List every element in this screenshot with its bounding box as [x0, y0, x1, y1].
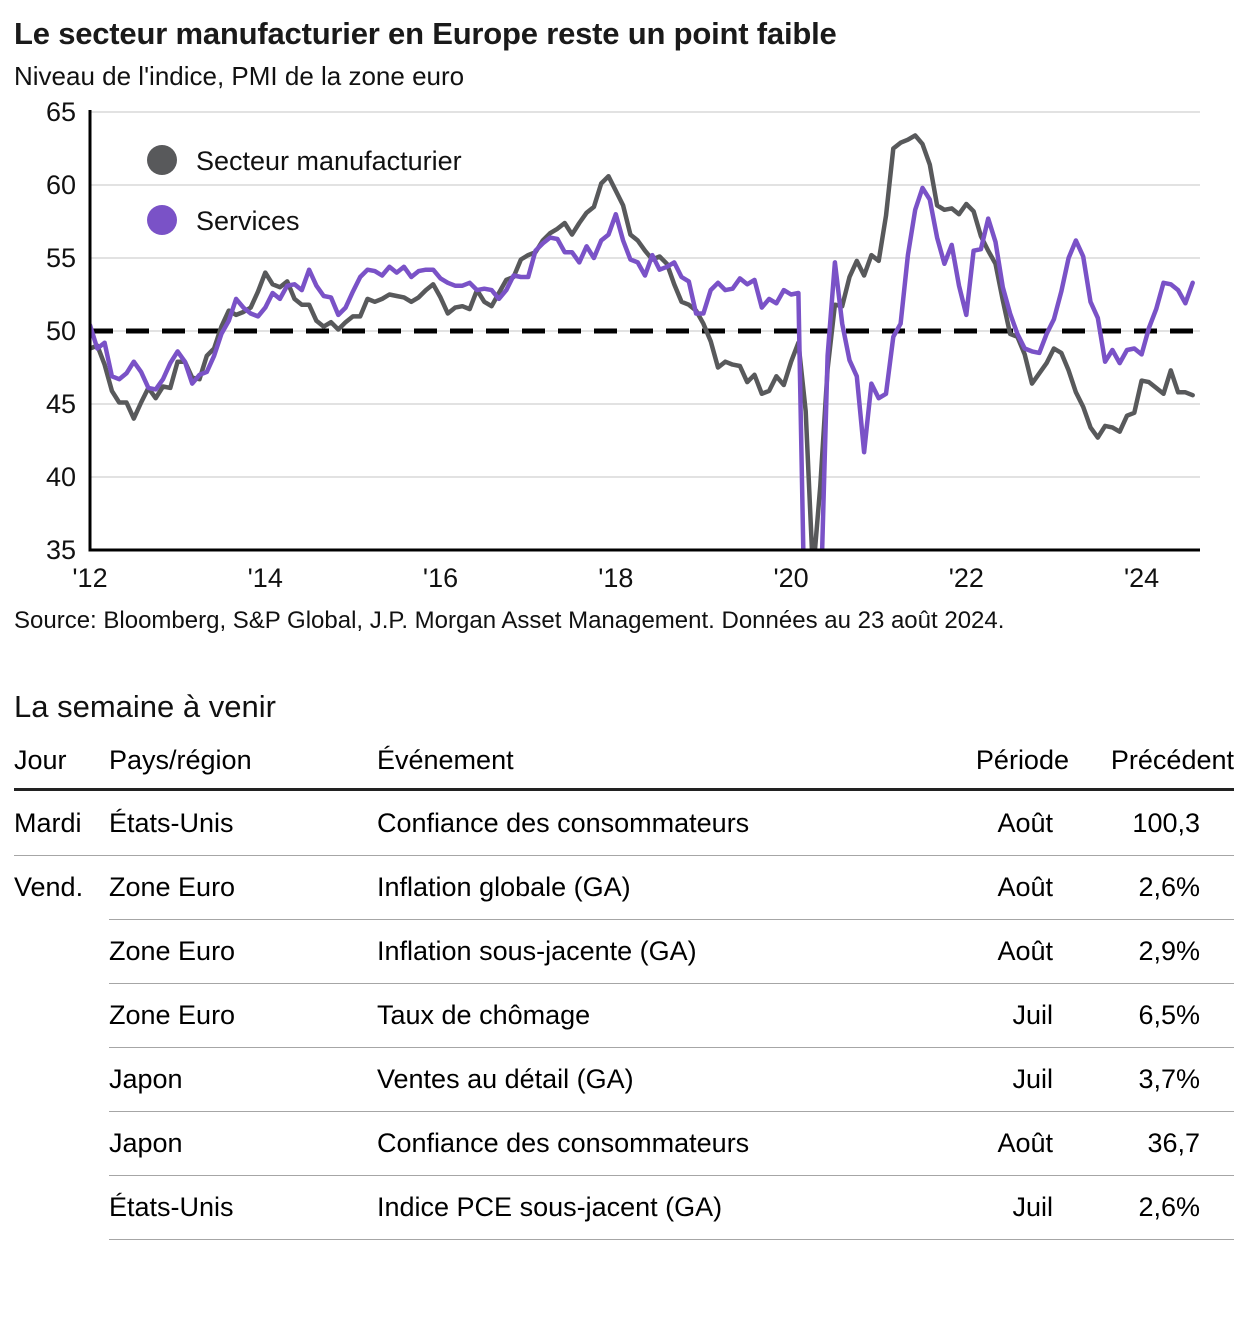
cell-period: Août	[997, 871, 1053, 902]
cell-event: Confiance des consommateurs	[377, 807, 750, 838]
week-ahead-table: Jour Pays/région Événement Période Précé…	[14, 745, 1234, 1240]
legend-manufacturing-swatch	[147, 145, 177, 175]
table-row: Japon Ventes au détail (GA) Juil 3,7%	[14, 1047, 1234, 1111]
cell-period: Juil	[1012, 1063, 1053, 1094]
cell-period: Août	[997, 935, 1053, 966]
table-row: Zone Euro Inflation sous-jacente (GA) Août…	[14, 919, 1234, 983]
table-row: Zone Euro Taux de chômage Juil 6,5%	[14, 983, 1234, 1047]
source-note: Source: Bloomberg, S&P Global, J.P. Morg…	[14, 607, 1005, 634]
y-tick-label: 55	[46, 243, 76, 273]
cell-region: Zone Euro	[109, 999, 236, 1030]
x-tick-label: '18	[598, 563, 633, 593]
x-tick-label: '22	[949, 563, 984, 593]
cell-region: Japon	[109, 1127, 183, 1158]
cell-event: Ventes au détail (GA)	[377, 1063, 634, 1094]
chart-title: Le secteur manufacturier en Europe reste…	[14, 16, 837, 51]
x-tick-label: '20	[773, 563, 808, 593]
cell-event: Confiance des consommateurs	[377, 1127, 750, 1158]
x-tick-label: '16	[423, 563, 458, 593]
cell-region: Zone Euro	[109, 871, 236, 902]
cell-region: États-Unis	[109, 807, 234, 838]
cell-day: Mardi	[14, 807, 82, 838]
week-ahead-heading: La semaine à venir	[14, 689, 276, 724]
column-header-event: Événement	[377, 745, 514, 775]
legend-services-swatch	[147, 205, 177, 235]
y-tick-label: 60	[46, 170, 76, 200]
y-tick-label: 35	[46, 535, 76, 565]
cell-region: Japon	[109, 1063, 183, 1094]
y-tick-label: 40	[46, 462, 76, 492]
cell-day: Vend.	[14, 871, 84, 902]
legend-label: Services	[196, 206, 300, 236]
y-tick-label: 50	[46, 316, 76, 346]
chart-area: 35 40 45 50 55 60 65 '12 '14 '16 '18 '20 '22 '24 Secte…	[14, 97, 1234, 603]
table-bottom-rule	[109, 1239, 1234, 1240]
services-line	[90, 185, 1195, 550]
legend-label: Secteur manufacturier	[196, 146, 462, 176]
column-header-previous: Précédent	[1110, 745, 1234, 775]
table-row: Mardi États-Unis Confiance des consommateu…	[14, 791, 1234, 855]
table-header-row: Jour Pays/région Événement Période Précé…	[14, 745, 1234, 791]
pmi-line-chart: 35 40 45 50 55 60 65 '12 '14 '16 '18 '20 '22 '24 Secte…	[46, 97, 1200, 593]
cell-previous: 100,3	[1132, 807, 1200, 838]
cell-previous: 36,7	[1147, 1127, 1200, 1158]
cell-previous: 2,9%	[1138, 935, 1200, 966]
cell-period: Août	[997, 807, 1053, 838]
table-row: Vend. Zone Euro Inflation globale (GA) Août…	[14, 855, 1234, 919]
x-tick-label: '24	[1124, 563, 1159, 593]
cell-event: Indice PCE sous-jacent (GA)	[377, 1191, 723, 1222]
y-tick-label: 45	[46, 389, 76, 419]
cell-previous: 3,7%	[1138, 1063, 1200, 1094]
x-tick-label: '12	[72, 563, 107, 593]
y-tick-label: 65	[46, 98, 76, 127]
cell-event: Inflation globale (GA)	[377, 871, 631, 902]
cell-region: États-Unis	[109, 1191, 234, 1222]
table-body: Mardi États-Unis Confiance des consommateu…	[14, 791, 1234, 1239]
column-header-day: Jour	[14, 745, 67, 775]
cell-previous: 2,6%	[1138, 1191, 1200, 1222]
manufacturing-line	[90, 133, 1195, 550]
cell-period: Août	[997, 1127, 1053, 1158]
cell-previous: 6,5%	[1138, 999, 1200, 1030]
cell-event: Inflation sous-jacente (GA)	[377, 935, 697, 966]
cell-period: Juil	[1012, 999, 1053, 1030]
x-tick-label: '14	[248, 563, 283, 593]
chart-subtitle: Niveau de l'indice, PMI de la zone euro	[14, 61, 465, 91]
table-row: États-Unis Indice PCE sous-jacent (GA) Jui…	[14, 1175, 1234, 1239]
column-header-period: Période	[975, 745, 1069, 775]
cell-region: Zone Euro	[109, 935, 236, 966]
cell-event: Taux de chômage	[377, 999, 591, 1030]
table-row: Japon Confiance des consommateurs Août 36,7	[14, 1111, 1234, 1175]
cell-period: Juil	[1012, 1191, 1053, 1222]
column-header-region: Pays/région	[109, 745, 252, 775]
cell-previous: 2,6%	[1138, 871, 1200, 902]
